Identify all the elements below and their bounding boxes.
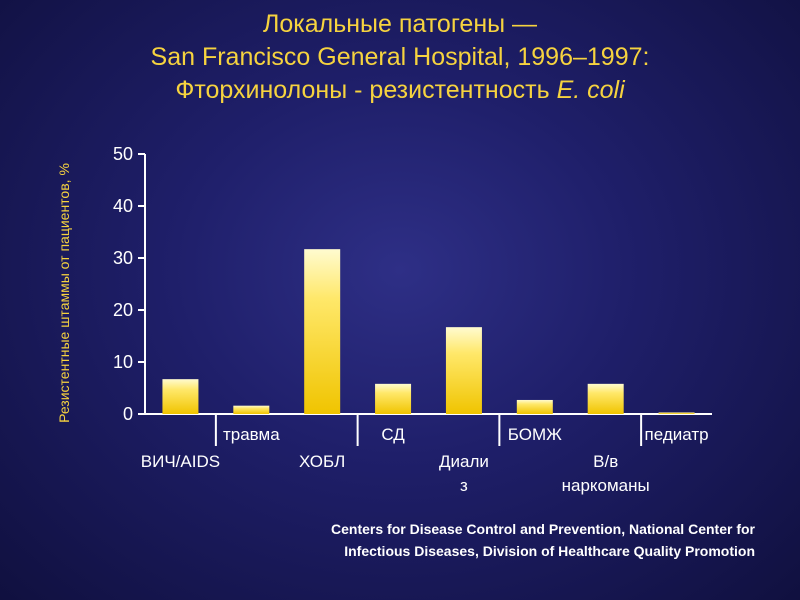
title-line-3: Фторхинолоны - резистентность E. coli: [0, 74, 800, 107]
title-line-2: San Francisco General Hospital, 1996–199…: [150, 43, 650, 71]
x-category-label: БОМЖ: [508, 425, 562, 444]
title-line-1: Локальные патогены —: [262, 10, 538, 38]
bar: [162, 379, 199, 414]
y-tick-label: 40: [113, 196, 133, 216]
bar: [516, 399, 553, 414]
footer-line-1: Centers for Disease Control and Preventi…: [331, 521, 755, 537]
x-category-label: СД: [381, 425, 405, 444]
bar: [658, 412, 695, 414]
x-category-label: наркоманы: [562, 476, 650, 495]
title-line-3-text: Фторхинолоны - резистентность: [175, 76, 557, 104]
y-tick-label: 10: [113, 352, 133, 372]
slide-title: Локальные патогены — San Francisco Gener…: [0, 8, 800, 107]
y-tick-label: 50: [113, 144, 133, 164]
y-tick-label: 30: [113, 248, 133, 268]
x-category-label: травма: [223, 425, 280, 444]
x-category-label: з: [460, 476, 468, 495]
title-line-3-organism: E. coli: [556, 76, 625, 104]
bar: [587, 383, 624, 414]
bar: [375, 383, 412, 414]
bar: [304, 249, 341, 414]
source-footer: Centers for Disease Control and Preventi…: [170, 518, 755, 562]
bar: [445, 327, 482, 414]
footer-line-2: Infectious Diseases, Division of Healthc…: [344, 543, 755, 559]
chart-axes: [138, 153, 712, 446]
x-category-label: Диали: [439, 452, 489, 471]
x-category-label: ХОБЛ: [299, 452, 345, 471]
x-category-label: ВИЧ/AIDS: [141, 452, 220, 471]
x-category-label: В/в: [593, 452, 618, 471]
y-tick-label: 20: [113, 300, 133, 320]
chart-bars: [162, 249, 695, 414]
x-category-label: педиатр: [645, 425, 709, 444]
y-tick-label: 0: [123, 404, 133, 424]
bar: [233, 405, 270, 414]
